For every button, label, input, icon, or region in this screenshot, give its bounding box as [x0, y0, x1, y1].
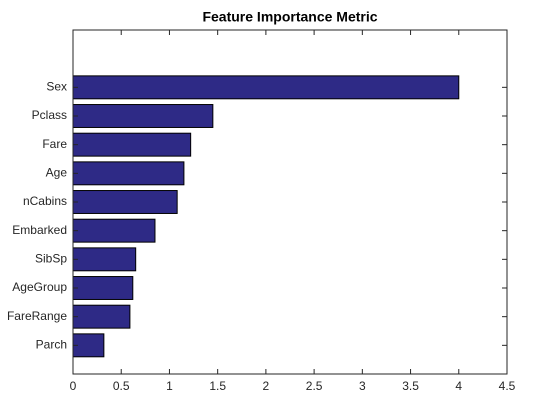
x-tick-label: 0	[70, 379, 77, 393]
x-tick-label: 4.5	[499, 379, 516, 393]
y-tick-label: Age	[46, 166, 68, 180]
x-tick-label: 1.5	[209, 379, 226, 393]
y-tick-label: Parch	[36, 338, 67, 352]
x-tick-label: 0.5	[113, 379, 130, 393]
bar	[72, 161, 185, 186]
bar	[72, 75, 460, 100]
bar	[72, 218, 156, 243]
x-tick-label: 3.5	[402, 379, 419, 393]
bar	[72, 190, 178, 214]
bar	[72, 276, 134, 300]
x-tick-label: 4	[455, 379, 462, 393]
bar	[72, 132, 192, 157]
bar	[72, 104, 214, 128]
chart-title: Feature Importance Metric	[202, 9, 377, 25]
y-tick-label: AgeGroup	[12, 280, 67, 294]
y-tick-label: SibSp	[35, 252, 67, 266]
bar	[72, 304, 131, 329]
y-tick-label: Fare	[42, 137, 67, 151]
y-tick-label: Pclass	[32, 108, 67, 122]
y-tick-label: Sex	[46, 80, 67, 94]
y-tick-label: nCabins	[23, 194, 67, 208]
y-tick-label: Embarked	[12, 223, 67, 237]
x-tick-label: 2.5	[306, 379, 323, 393]
bar	[72, 247, 137, 272]
axes-box	[72, 29, 508, 375]
x-tick-label: 3	[359, 379, 366, 393]
x-tick-label: 1	[166, 379, 173, 393]
y-tick-label: FareRange	[7, 309, 67, 323]
x-tick-label: 2	[263, 379, 270, 393]
